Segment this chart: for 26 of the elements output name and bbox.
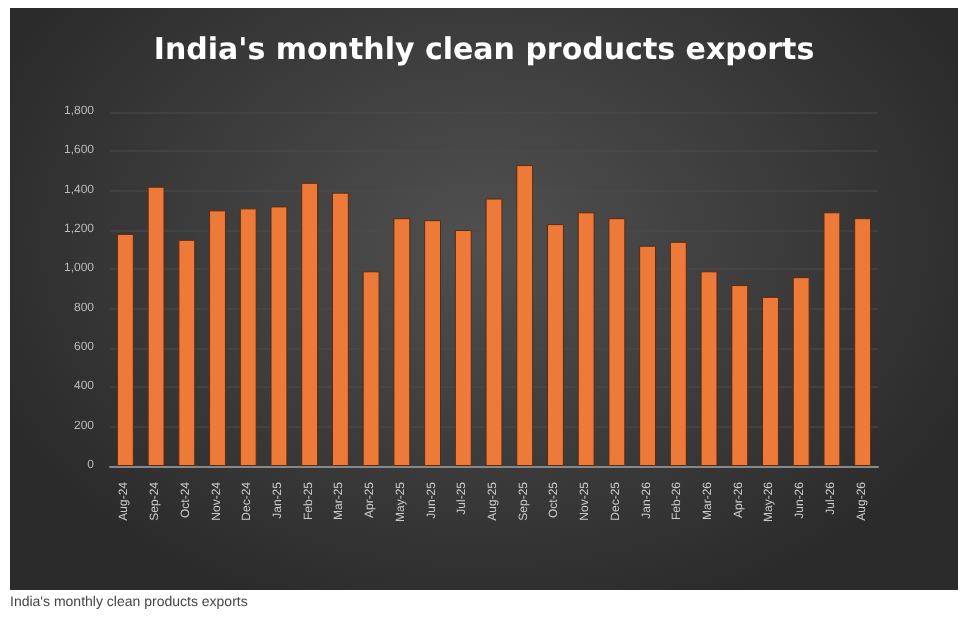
bar xyxy=(854,218,872,466)
bar xyxy=(209,210,226,466)
bar xyxy=(178,239,196,466)
bar xyxy=(731,285,749,466)
bar xyxy=(516,165,534,466)
bar xyxy=(424,220,442,466)
bar xyxy=(362,271,380,466)
bar xyxy=(700,271,718,466)
bar xyxy=(454,230,472,466)
bar xyxy=(823,212,841,466)
bar xyxy=(393,218,411,466)
bar xyxy=(147,186,165,466)
bar xyxy=(762,296,779,466)
bar xyxy=(608,218,626,466)
bar xyxy=(546,224,564,466)
bar xyxy=(792,277,810,466)
bar xyxy=(331,192,349,466)
chart-title: India's monthly clean products exports xyxy=(153,31,815,67)
bar xyxy=(485,198,503,466)
bar xyxy=(270,206,288,466)
bar xyxy=(239,208,257,466)
bar xyxy=(577,212,595,466)
bar xyxy=(116,233,134,466)
bar xyxy=(669,241,687,466)
bar xyxy=(301,182,319,466)
bar xyxy=(639,245,657,466)
